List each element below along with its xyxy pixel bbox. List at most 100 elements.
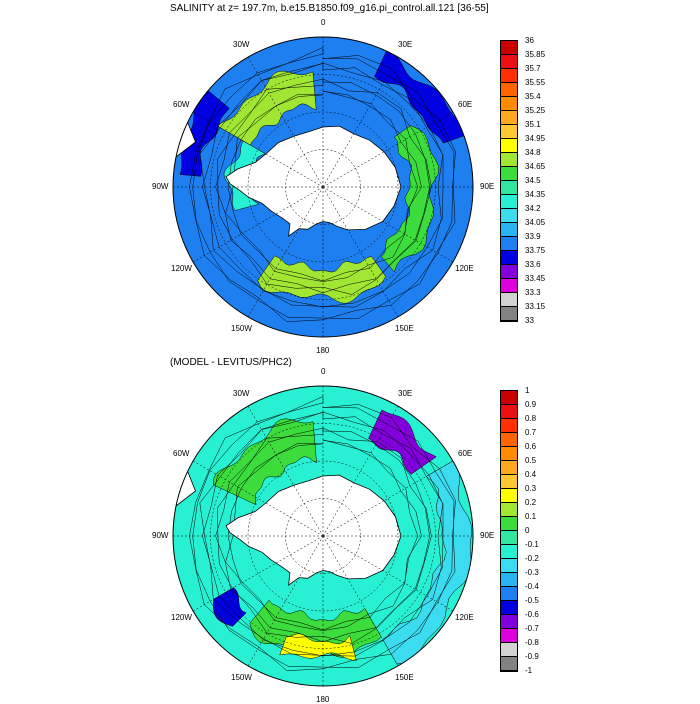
colorbar-level-label: 34.35 xyxy=(525,190,546,199)
lon-label: 60E xyxy=(458,100,473,109)
colorbar-level-label: 34.05 xyxy=(525,218,546,227)
colorbar-box xyxy=(500,40,518,322)
colorbar-swatch xyxy=(501,251,517,265)
colorbar-level-label: -0.5 xyxy=(525,596,539,605)
colorbar-swatch xyxy=(501,55,517,69)
contour-line xyxy=(199,411,444,657)
colorbar-swatch xyxy=(501,657,517,671)
colorbar-level-label: -0.8 xyxy=(525,638,539,647)
map-boundary xyxy=(172,36,474,338)
colorbar-level-label: -0.2 xyxy=(525,554,539,563)
colorbar-swatch xyxy=(501,573,517,587)
meridian-gridline xyxy=(247,535,324,667)
colorbar-swatch xyxy=(501,167,517,181)
colorbar-level-label: 0.2 xyxy=(525,498,537,507)
colorbar-level-label: 0.9 xyxy=(525,400,537,409)
colorbar-level-label: 34.5 xyxy=(525,176,541,185)
colorbar-swatch xyxy=(501,629,517,643)
colorbar-swatch xyxy=(501,125,517,139)
meridian-gridline xyxy=(192,535,324,612)
lon-label: 180 xyxy=(316,346,330,355)
colorbar-level-label: 34.8 xyxy=(525,148,541,157)
meridian-gridline xyxy=(192,460,324,537)
meridian-gridline xyxy=(247,56,324,188)
lon-label: 150E xyxy=(395,324,414,333)
colorbar-swatch xyxy=(501,419,517,433)
colorbar-swatch xyxy=(501,545,517,559)
lon-label: 90E xyxy=(480,182,495,191)
atlantic-sector-high-band xyxy=(216,70,317,146)
colorbar-level-label: 35.85 xyxy=(525,50,546,59)
colorbar-box xyxy=(500,390,518,672)
colorbar-swatch xyxy=(501,195,517,209)
colorbar-swatch xyxy=(501,293,517,307)
colorbar-level-label: 34.2 xyxy=(525,204,541,213)
meridian-gridline xyxy=(247,186,324,318)
difference-map-bottom xyxy=(172,385,474,687)
colorbar-swatch xyxy=(501,447,517,461)
colorbar-swatch xyxy=(501,153,517,167)
map-fill-bottom xyxy=(173,386,473,686)
lon-label: 0 xyxy=(321,367,326,376)
colorbar-swatch xyxy=(501,181,517,195)
meridian-gridline xyxy=(192,186,324,263)
pacific-sector-high-band xyxy=(257,255,386,304)
colorbar-level-label: 34.65 xyxy=(525,162,546,171)
colorbar-level-label: 33.15 xyxy=(525,302,546,311)
colorbar-level-label: 33.6 xyxy=(525,260,541,269)
colorbar-swatch xyxy=(501,433,517,447)
lon-label: 150W xyxy=(231,673,252,682)
lon-label: 120W xyxy=(171,613,192,622)
lon-label: 90E xyxy=(480,531,495,540)
colorbar-swatch xyxy=(501,489,517,503)
colorbar-level-label: -0.4 xyxy=(525,582,539,591)
colorbar-level-label: 35.4 xyxy=(525,92,541,101)
colorbar-level-label: -0.6 xyxy=(525,610,539,619)
colorbar-level-label: 0 xyxy=(525,526,530,535)
contour-line xyxy=(215,427,432,644)
colorbar-level-label: 34.95 xyxy=(525,134,546,143)
colorbar-level-label: 33.3 xyxy=(525,288,541,297)
lon-label: 60E xyxy=(458,449,473,458)
colorbar-swatch xyxy=(501,83,517,97)
open-ocean-negative-band xyxy=(382,460,473,665)
colorbar-level-label: 0.1 xyxy=(525,512,537,521)
lon-label: 150E xyxy=(395,673,414,682)
colorbar-level-label: -0.1 xyxy=(525,540,539,549)
lon-label: 90W xyxy=(152,182,169,191)
meridian-gridline xyxy=(322,111,454,188)
colorbar-swatch xyxy=(501,531,517,545)
meridian-gridline xyxy=(322,186,399,318)
colorbar-swatch xyxy=(501,405,517,419)
colorbar-swatch xyxy=(501,503,517,517)
colorbar-level-label: 0.8 xyxy=(525,414,537,423)
colorbar-level-label: 33 xyxy=(525,316,534,325)
lon-label: 30W xyxy=(233,389,250,398)
colorbar-level-label: 33.75 xyxy=(525,246,546,255)
contour-line xyxy=(215,78,432,295)
lon-label: 30W xyxy=(233,40,250,49)
colorbar-level-label: 0.4 xyxy=(525,470,537,479)
lon-label: 30E xyxy=(398,40,413,49)
panel-title-top: SALINITY at z= 197.7m, b.e15.B1850.f09_g… xyxy=(170,3,489,14)
colorbar-level-label: 1 xyxy=(525,386,530,395)
lon-label: 120W xyxy=(171,264,192,273)
indian-negative-region xyxy=(368,409,437,475)
colorbar-level-label: 36 xyxy=(525,36,534,45)
colorbar-level-label: 35.7 xyxy=(525,64,541,73)
colorbar-swatch xyxy=(501,601,517,615)
meridian-gridline xyxy=(192,111,324,188)
colorbar-swatch xyxy=(501,69,517,83)
colorbar-level-label: 35.1 xyxy=(525,120,541,129)
contour-line xyxy=(199,62,444,308)
salinity-map-top xyxy=(172,36,474,338)
colorbar-swatch xyxy=(501,615,517,629)
colorbar-swatch xyxy=(501,643,517,657)
colorbar-swatch xyxy=(501,97,517,111)
meridian-gridline xyxy=(322,405,399,537)
colorbar-swatch xyxy=(501,265,517,279)
colorbar-level-label: -1 xyxy=(525,666,533,675)
lon-label: 0 xyxy=(321,18,326,27)
colorbar-swatch xyxy=(501,237,517,251)
colorbar-swatch xyxy=(501,391,517,405)
